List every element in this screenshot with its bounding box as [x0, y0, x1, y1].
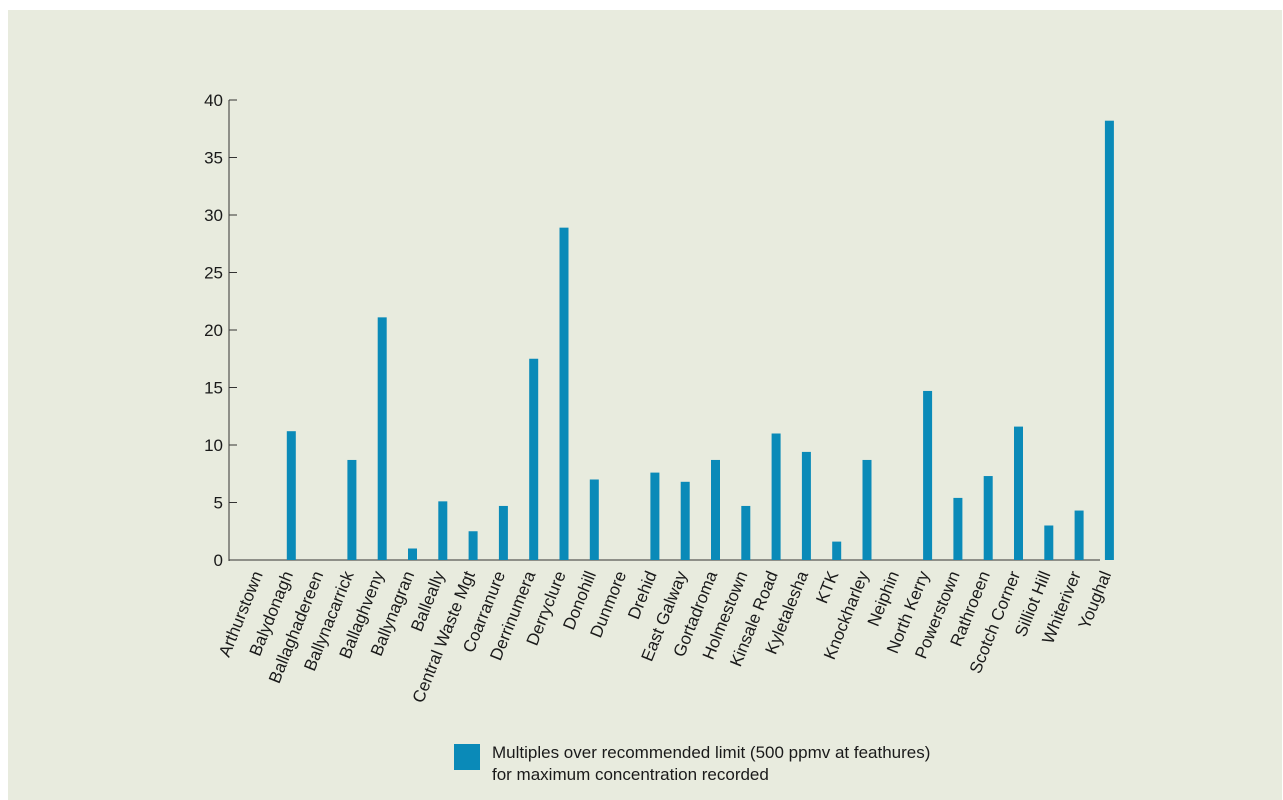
y-tick-label: 15 — [204, 379, 223, 398]
y-tick-label: 40 — [204, 91, 223, 110]
legend-swatch — [454, 744, 480, 770]
bar — [1074, 510, 1084, 560]
bar — [650, 472, 660, 560]
bar — [862, 459, 872, 560]
bar — [347, 459, 357, 560]
bar — [468, 531, 478, 560]
y-tick-label: 5 — [214, 494, 223, 513]
y-tick-label: 30 — [204, 206, 223, 225]
bar-chart: 0 5 10 15 20 25 30 35 40 ArthurstownBalydonaghBa… — [204, 91, 1115, 706]
bar — [680, 481, 690, 560]
y-tick-label: 35 — [204, 149, 223, 168]
bar — [953, 497, 963, 560]
bar — [983, 476, 993, 560]
bar — [832, 541, 842, 560]
bar — [923, 390, 933, 560]
bar — [589, 479, 599, 560]
x-tick-label: KTK — [812, 568, 842, 606]
bar — [1044, 525, 1054, 560]
bar — [741, 505, 751, 560]
bar — [801, 451, 811, 560]
legend-label: Multiples over recommended limit (500 pp… — [492, 743, 931, 784]
bar — [408, 548, 417, 560]
bar — [529, 358, 539, 560]
y-tick-label: 10 — [204, 436, 223, 455]
bar — [771, 433, 781, 560]
bar — [438, 501, 448, 560]
y-axis-ticks: 0 5 10 15 20 25 30 35 40 — [204, 91, 237, 570]
y-tick-label: 0 — [214, 551, 223, 570]
legend: Multiples over recommended limit (500 pp… — [454, 742, 932, 786]
bar — [286, 431, 296, 560]
bars-group — [286, 120, 1114, 560]
bar — [559, 227, 569, 560]
y-tick-label: 20 — [204, 321, 223, 340]
bar — [498, 505, 508, 560]
bar — [1014, 426, 1023, 560]
x-axis-labels: ArthurstownBalydonaghBallaghadereenBally… — [215, 568, 1115, 706]
bar — [377, 317, 387, 560]
y-tick-label: 25 — [204, 264, 223, 283]
chart-panel: 0 5 10 15 20 25 30 35 40 Arthurstown Balydonagh Ba… — [8, 10, 1282, 800]
bar — [711, 459, 720, 560]
bar — [1104, 120, 1114, 560]
